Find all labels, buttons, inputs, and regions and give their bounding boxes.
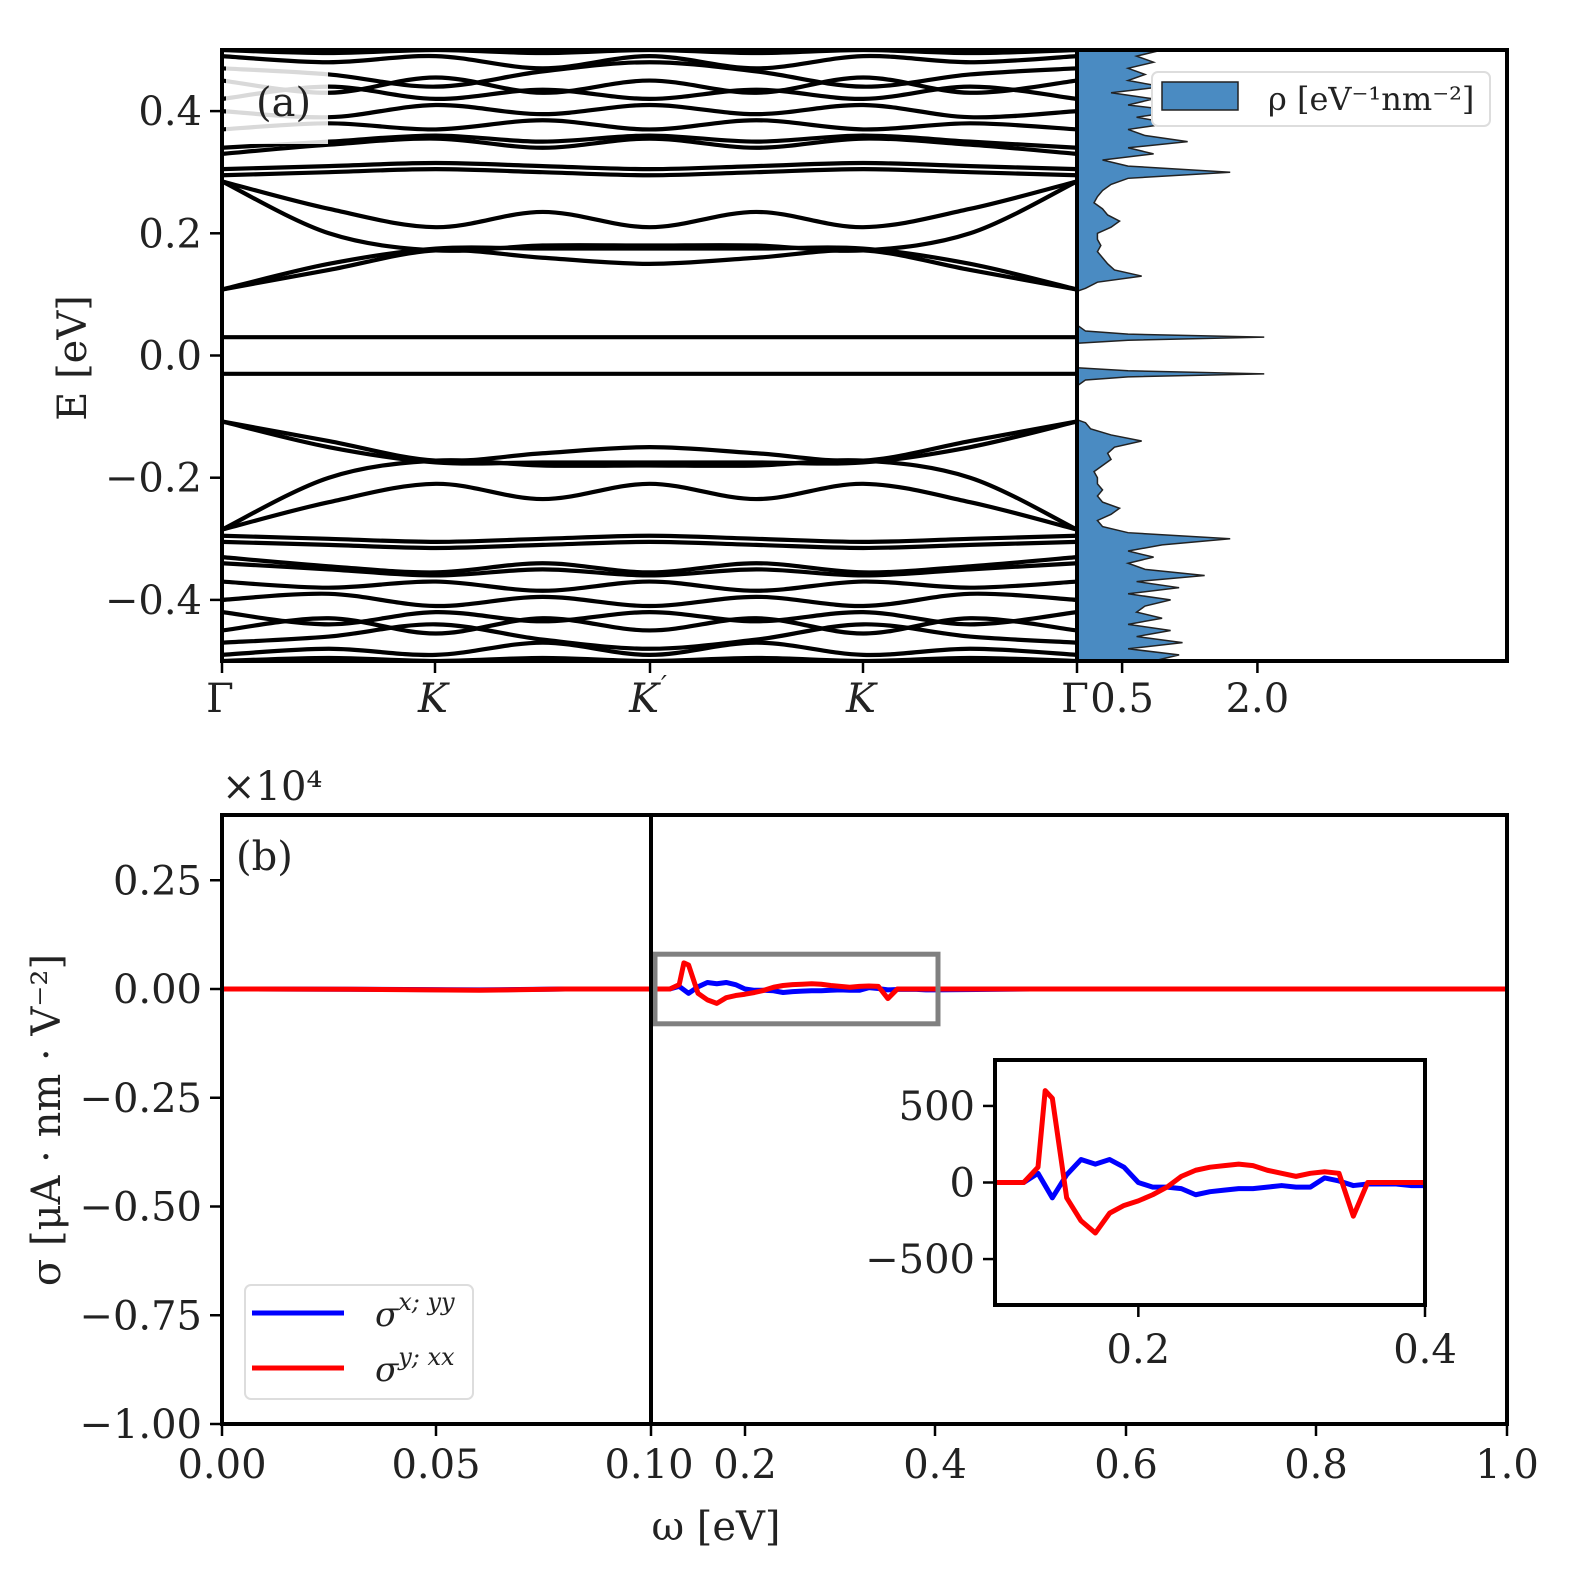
- dos-legend-label: ρ [eV⁻¹nm⁻²]: [1268, 80, 1474, 118]
- panel-b-multiplier: ×10⁴: [222, 764, 322, 810]
- x-tick-label: 0.6: [1094, 1442, 1158, 1488]
- y-tick-label: 0.2: [138, 211, 202, 257]
- conductivity-lines: [222, 960, 1507, 1006]
- y-tick-label: 0.00: [113, 967, 202, 1013]
- y-tick-label: −0.75: [79, 1293, 202, 1339]
- x-tick-label: 0.10: [604, 1442, 693, 1488]
- dos-x-ticks: 0.5 2.0: [1090, 661, 1289, 722]
- x-tick-label: 1.0: [1475, 1442, 1539, 1488]
- y-tick-label: −0.25: [79, 1076, 202, 1122]
- x-tick-label: 0.4: [903, 1442, 967, 1488]
- valence-band: [222, 419, 1077, 466]
- valence-band: [222, 458, 1077, 532]
- panel-a-label: (a): [256, 80, 311, 126]
- inset-y-tick-label: 0: [950, 1161, 975, 1207]
- panel-b-x-label: ω [eV]: [651, 1504, 780, 1550]
- inset-plot: 500 0 −500 0.2 0.4: [865, 1058, 1457, 1373]
- zoom-box: [652, 951, 941, 1027]
- y-tick-label: 0.4: [138, 89, 202, 135]
- legend-label-xyy: σx; yy: [375, 1288, 455, 1335]
- conduction-band: [222, 136, 1077, 156]
- valence-band: [222, 640, 1077, 658]
- dos-fill: [1077, 50, 1265, 661]
- conductivity-panel: 0.25 0.00 −0.25 −0.50 −0.75 −1.00 0.00 0.05 0.1…: [24, 764, 1539, 1550]
- y-tick-label: −0.2: [105, 456, 202, 502]
- conductivity-legend: σx; yy σy; xx: [244, 1284, 474, 1400]
- valence-band: [222, 539, 1077, 551]
- k-tick-label: Γ: [206, 676, 234, 722]
- inset-x-tick-label: 0.4: [1393, 1327, 1457, 1373]
- k-tick-label: Γ: [1061, 676, 1089, 722]
- dos-tick-label: 2.0: [1226, 676, 1290, 722]
- panel-b-frame: [220, 813, 1509, 1426]
- series-line: [222, 960, 1507, 1006]
- conduction-band: [222, 160, 1077, 172]
- conduction-band: [222, 60, 1077, 89]
- y-tick-label: −0.50: [79, 1185, 202, 1231]
- conduction-band: [222, 179, 1077, 253]
- panel-b-label: (b): [236, 834, 293, 880]
- inset-series-line: [995, 1157, 1425, 1201]
- panel-a-k-ticks: Γ K K′ K Γ: [206, 661, 1089, 722]
- valence-band: [222, 622, 1077, 651]
- y-tick-label: 0.0: [138, 334, 202, 380]
- valence-band: [222, 655, 1077, 661]
- y-tick-label: 0.25: [113, 858, 202, 904]
- band-structure-panel: 0.4 0.2 0.0 −0.2 −0.4 Γ K K′ K Γ 0.5 2.0 E [eV] (…: [50, 48, 1509, 722]
- x-tick-label: 0.05: [391, 1442, 480, 1488]
- x-tick-label: 0.2: [713, 1442, 777, 1488]
- dos-legend-swatch: [1161, 81, 1239, 111]
- inset-lines: [995, 1088, 1425, 1236]
- k-tick-label: K′: [628, 671, 667, 722]
- panel-a-frame: [220, 48, 1509, 663]
- y-tick-label: −1.00: [79, 1402, 202, 1448]
- panel-a-y-label: E [eV]: [50, 295, 96, 421]
- panel-a-y-ticks: 0.4 0.2 0.0 −0.2 −0.4: [105, 89, 222, 624]
- panel-b-y-label: σ [μA · nm · V⁻²]: [24, 954, 70, 1286]
- conduction-band: [222, 53, 1077, 71]
- conduction-band: [222, 50, 1077, 56]
- dos-tick-label: 0.5: [1090, 676, 1154, 722]
- conduction-band: [222, 133, 1077, 150]
- dos-legend: ρ [eV⁻¹nm⁻²]: [1151, 71, 1491, 127]
- valence-band: [222, 579, 1077, 593]
- inset-y-tick-label: −500: [865, 1237, 975, 1283]
- valence-band: [222, 616, 1077, 636]
- inset-series-line: [995, 1088, 1425, 1236]
- conduction-band: [222, 75, 1077, 95]
- conduction-band: [222, 118, 1077, 132]
- panel-b-y-ticks: 0.25 0.00 −0.25 −0.50 −0.75 −1.00: [79, 858, 222, 1448]
- x-tick-label: 0.00: [177, 1442, 266, 1488]
- valence-band: [222, 555, 1077, 575]
- conduction-band: [222, 179, 1077, 230]
- panel-a-label-box: [226, 66, 328, 144]
- valence-band: [222, 561, 1077, 578]
- band-lines: [222, 50, 1077, 661]
- inset-x-tick-label: 0.2: [1107, 1327, 1171, 1373]
- panel-b-x-ticks: 0.00 0.05 0.10 0.2 0.4 0.6 0.8 1.0: [177, 1424, 1539, 1488]
- dos-plot: [1077, 50, 1265, 661]
- inset-ticks: 500 0 −500 0.2 0.4: [865, 1084, 1457, 1373]
- x-tick-label: 0.8: [1284, 1442, 1348, 1488]
- valence-band: [222, 481, 1077, 532]
- conduction-band: [222, 247, 1077, 292]
- y-tick-label: −0.4: [105, 578, 202, 624]
- conduction-band: [222, 245, 1077, 292]
- k-tick-label: K: [845, 676, 878, 722]
- valence-band: [222, 533, 1077, 544]
- conduction-band: [222, 167, 1077, 178]
- inset-y-tick-label: 500: [899, 1084, 975, 1130]
- conduction-band: [222, 102, 1077, 120]
- k-tick-label: K: [417, 676, 450, 722]
- valence-band: [222, 419, 1077, 464]
- valence-band: [222, 591, 1077, 609]
